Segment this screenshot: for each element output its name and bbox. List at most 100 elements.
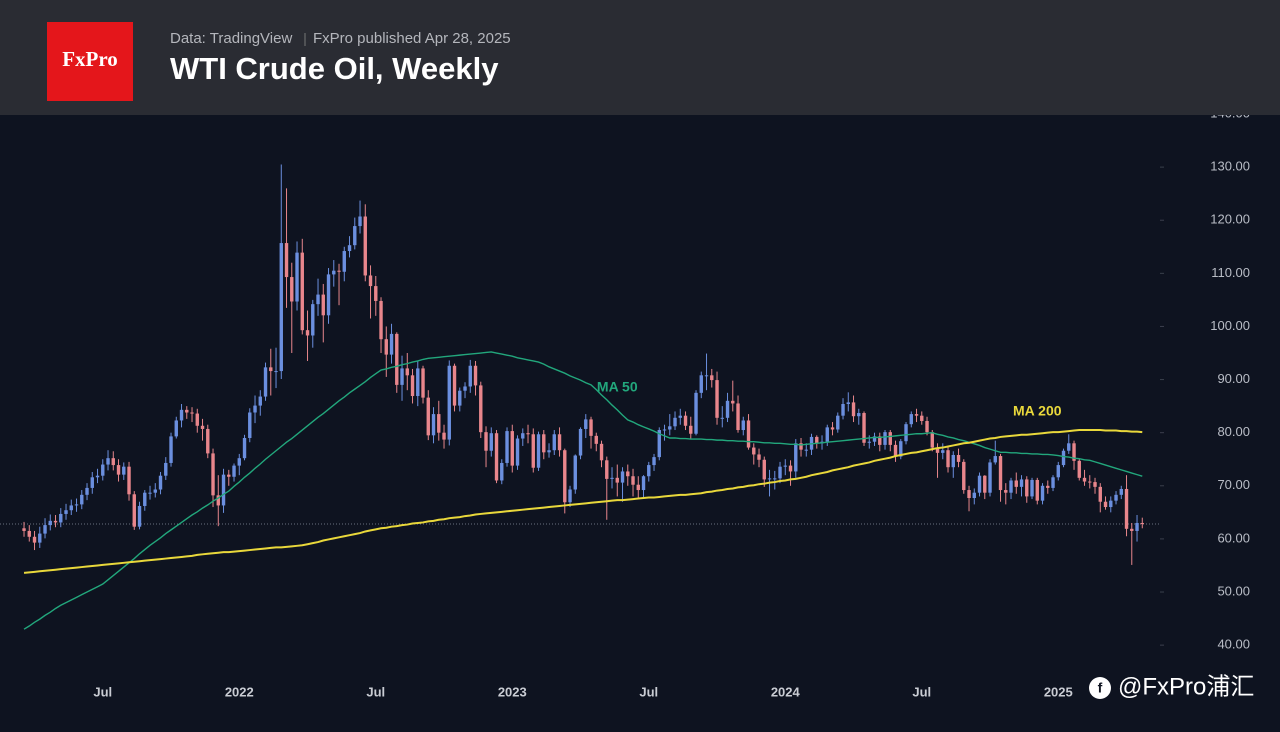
candle-body	[74, 504, 79, 506]
candle-body	[689, 425, 693, 434]
header	[0, 0, 1280, 115]
candle-body	[605, 460, 609, 479]
candle-body	[920, 415, 924, 421]
candle-body	[431, 414, 436, 436]
candle-body	[1135, 522, 1139, 531]
candle-body	[720, 417, 724, 419]
candle-body	[484, 432, 488, 451]
candle-body	[353, 226, 357, 246]
candle-body	[143, 492, 147, 506]
candle-body	[836, 415, 840, 430]
ma-line	[23, 351, 1143, 630]
candle-body	[941, 450, 945, 453]
candle-body	[1072, 443, 1076, 461]
candle-body	[179, 409, 184, 421]
candle-body	[899, 441, 903, 457]
candle-body	[683, 415, 688, 426]
candle-body	[38, 533, 42, 543]
candle-body	[479, 385, 483, 433]
candle-body	[972, 492, 976, 499]
candle-body	[1051, 477, 1055, 488]
candle-body	[95, 475, 100, 478]
candle-body	[274, 371, 278, 373]
candle-body	[80, 494, 84, 505]
candle-body	[200, 425, 205, 429]
candle-body	[32, 536, 37, 543]
candle-body	[825, 427, 829, 442]
candle-body	[746, 420, 751, 448]
candle-body	[1035, 479, 1039, 501]
candle-body	[1040, 485, 1045, 501]
candle-body	[185, 409, 189, 413]
candle-body	[1030, 479, 1034, 497]
candle-body	[410, 375, 415, 397]
candle-body	[342, 251, 346, 272]
candle-body	[704, 375, 709, 377]
candle-body	[557, 434, 562, 451]
candle-body	[694, 392, 698, 434]
candle-body	[1056, 465, 1060, 478]
candle-body	[862, 413, 866, 443]
candle-body	[909, 414, 913, 425]
candle-body	[547, 450, 551, 453]
candle-body	[946, 450, 950, 468]
candle-body	[631, 476, 635, 485]
candle-body	[489, 433, 493, 451]
candle-body	[374, 286, 378, 301]
logo	[47, 22, 133, 101]
x-tick-label: 2022	[225, 684, 254, 699]
candle-body	[925, 420, 929, 433]
candle-body	[951, 454, 955, 468]
candle-body	[967, 490, 971, 499]
candle-body	[767, 478, 772, 480]
candle-body	[500, 462, 504, 481]
candle-body	[804, 449, 808, 451]
candle-body	[258, 396, 262, 406]
candle-body	[300, 252, 304, 331]
candle-body	[158, 475, 163, 490]
candle-body	[400, 368, 404, 385]
candle-body	[1119, 488, 1123, 495]
candle-body	[447, 365, 451, 440]
candle-body	[778, 466, 782, 479]
candle-body	[248, 412, 252, 438]
candle-body	[930, 432, 934, 448]
candle-body	[652, 457, 656, 466]
candle-body	[1014, 480, 1018, 487]
candle-body	[794, 443, 798, 472]
candle-body	[195, 413, 199, 426]
candle-body	[69, 505, 73, 511]
candle-body	[841, 403, 845, 416]
y-tick-label: 40.00	[1217, 637, 1250, 652]
candle-body	[1025, 479, 1029, 497]
candle-body	[1093, 482, 1097, 487]
candle-body	[164, 462, 168, 476]
y-tick-label: 100.00	[1210, 318, 1250, 333]
candle-body	[998, 456, 1003, 491]
candle-body	[468, 365, 472, 387]
candle-body	[568, 489, 572, 503]
candle-body	[59, 513, 63, 523]
source: Data: TradingView	[170, 30, 292, 47]
candle-body	[956, 454, 961, 462]
y-tick-label: 90.00	[1217, 371, 1250, 386]
ma-label: MA 200	[1013, 402, 1062, 418]
x-tick-label: Jul	[639, 684, 658, 699]
candle-body	[589, 419, 593, 436]
candle-body	[148, 492, 152, 494]
candle-body	[1130, 528, 1134, 531]
candle-body	[137, 505, 142, 527]
candle-body	[290, 277, 294, 302]
candle-body	[269, 367, 273, 372]
candle-body	[1046, 485, 1050, 488]
candle-body	[1114, 494, 1118, 501]
candle-body	[610, 477, 614, 479]
candle-body	[563, 450, 567, 503]
candle-body	[311, 304, 315, 336]
candle-body	[101, 464, 105, 476]
candle-body	[893, 444, 898, 457]
candle-body	[626, 471, 630, 477]
candle-body	[389, 333, 394, 355]
candle-body	[594, 435, 598, 444]
